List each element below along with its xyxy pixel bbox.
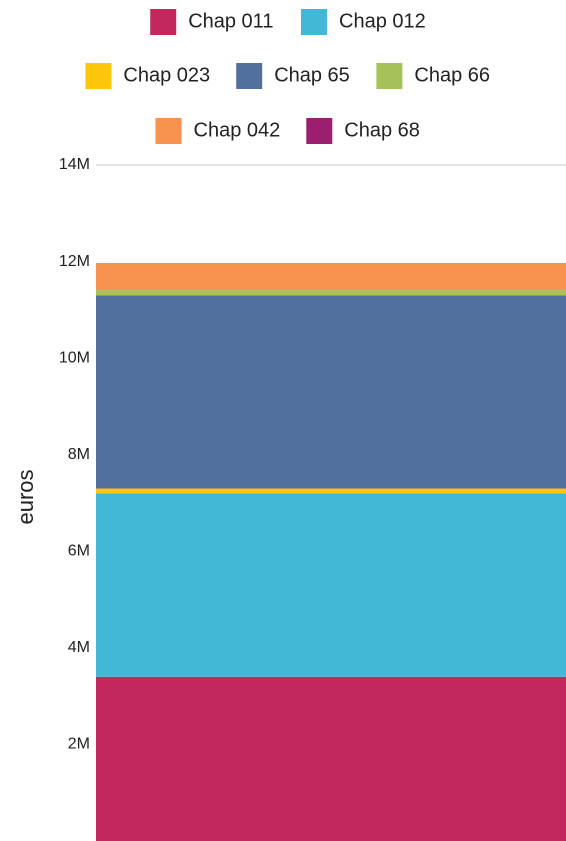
y-tick-label: 6M [68, 543, 90, 560]
legend-item-chap-023[interactable]: Chap 023 [85, 63, 210, 89]
y-tick-label: 8M [68, 446, 90, 463]
bar-segment-chap-042[interactable] [96, 263, 566, 291]
legend-swatch-chap-011 [150, 9, 177, 35]
y-axis-label: euros [13, 469, 38, 524]
y-tick-label: 12M [59, 253, 90, 270]
bar-segment-chap-65[interactable] [96, 295, 566, 489]
legend-label-chap-011: Chap 011 [188, 10, 273, 32]
legend-swatch-chap-68 [306, 118, 333, 144]
legend-swatch-chap-65 [236, 63, 263, 89]
legend-label-chap-042: Chap 042 [194, 119, 281, 141]
legend-item-chap-011[interactable]: Chap 011 [150, 9, 273, 35]
legend-label-chap-68: Chap 68 [344, 119, 420, 141]
bar-stack [96, 263, 566, 841]
bar-segment-chap-012[interactable] [96, 493, 566, 677]
bar-segment-chap-023[interactable] [96, 488, 566, 494]
y-axis: 2M 4M 6M 8M 10M 12M 14M [59, 156, 566, 753]
bar-segment-chap-66[interactable] [96, 290, 566, 296]
bar-segment-chap-011[interactable] [96, 676, 566, 841]
legend-swatch-chap-012 [301, 9, 327, 35]
legend-swatch-chap-66 [376, 63, 403, 89]
legend-swatch-chap-042 [155, 118, 182, 144]
y-tick-label: 10M [59, 349, 90, 366]
y-tick-label: 4M [68, 639, 90, 656]
legend-item-chap-042[interactable]: Chap 042 [155, 118, 281, 144]
legend-swatch-chap-023 [85, 63, 112, 89]
legend-item-chap-012[interactable]: Chap 012 [301, 9, 426, 35]
legend-label-chap-012: Chap 012 [339, 10, 426, 32]
y-tick-label: 2M [68, 736, 90, 753]
legend-label-chap-65: Chap 65 [274, 64, 350, 86]
y-tick-label: 14M [59, 156, 90, 173]
legend-label-chap-023: Chap 023 [123, 64, 210, 86]
legend-item-chap-68[interactable]: Chap 68 [306, 118, 420, 144]
legend-item-chap-66[interactable]: Chap 66 [376, 63, 490, 89]
legend-item-chap-65[interactable]: Chap 65 [236, 63, 350, 89]
legend-label-chap-66: Chap 66 [414, 64, 490, 86]
legend: Chap 011 Chap 012 Chap 023 Chap 65 Chap 66 Ch… [85, 9, 490, 144]
